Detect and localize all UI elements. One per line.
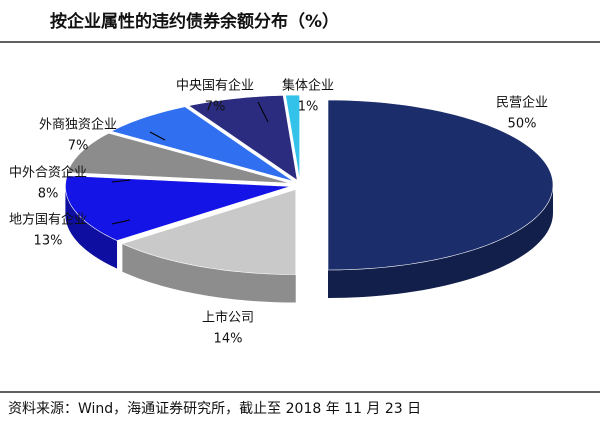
- slice-label: 民营企业: [496, 95, 548, 111]
- leader-line: [257, 101, 269, 123]
- slice-side: [122, 243, 296, 303]
- slice-label: 中央国有企业: [176, 78, 254, 94]
- slice: [188, 95, 298, 181]
- slice: [110, 106, 294, 182]
- leader-line: [111, 219, 131, 225]
- slice: [65, 175, 291, 241]
- slice-label: 中外合资企业: [9, 165, 87, 181]
- slice-label: 集体企业: [282, 78, 334, 94]
- chart-title: 按企业属性的违约债券余额分布（%）: [50, 11, 339, 32]
- slice: [285, 94, 300, 181]
- slice-side: [65, 186, 118, 269]
- value-label: 50%: [508, 117, 537, 132]
- value-label: 7%: [68, 139, 89, 154]
- slice: [67, 132, 291, 184]
- value-label: 8%: [38, 187, 59, 202]
- slice-label: 地方国有企业: [9, 212, 87, 228]
- value-label: 13%: [34, 234, 63, 249]
- slice-label: 上市公司: [202, 310, 254, 326]
- source-note: 资料来源：Wind，海通证券研究所，截止至 2018 年 11 月 23 日: [8, 401, 421, 417]
- value-label: 14%: [214, 332, 243, 347]
- slice: [327, 99, 554, 271]
- leader-line: [111, 179, 131, 183]
- leader-line: [149, 131, 166, 141]
- slice-label: 外商独资企业: [39, 117, 117, 133]
- value-label: 1%: [298, 100, 319, 115]
- slice: [121, 189, 297, 275]
- value-label: 7%: [205, 100, 226, 115]
- slice-side: [328, 185, 553, 298]
